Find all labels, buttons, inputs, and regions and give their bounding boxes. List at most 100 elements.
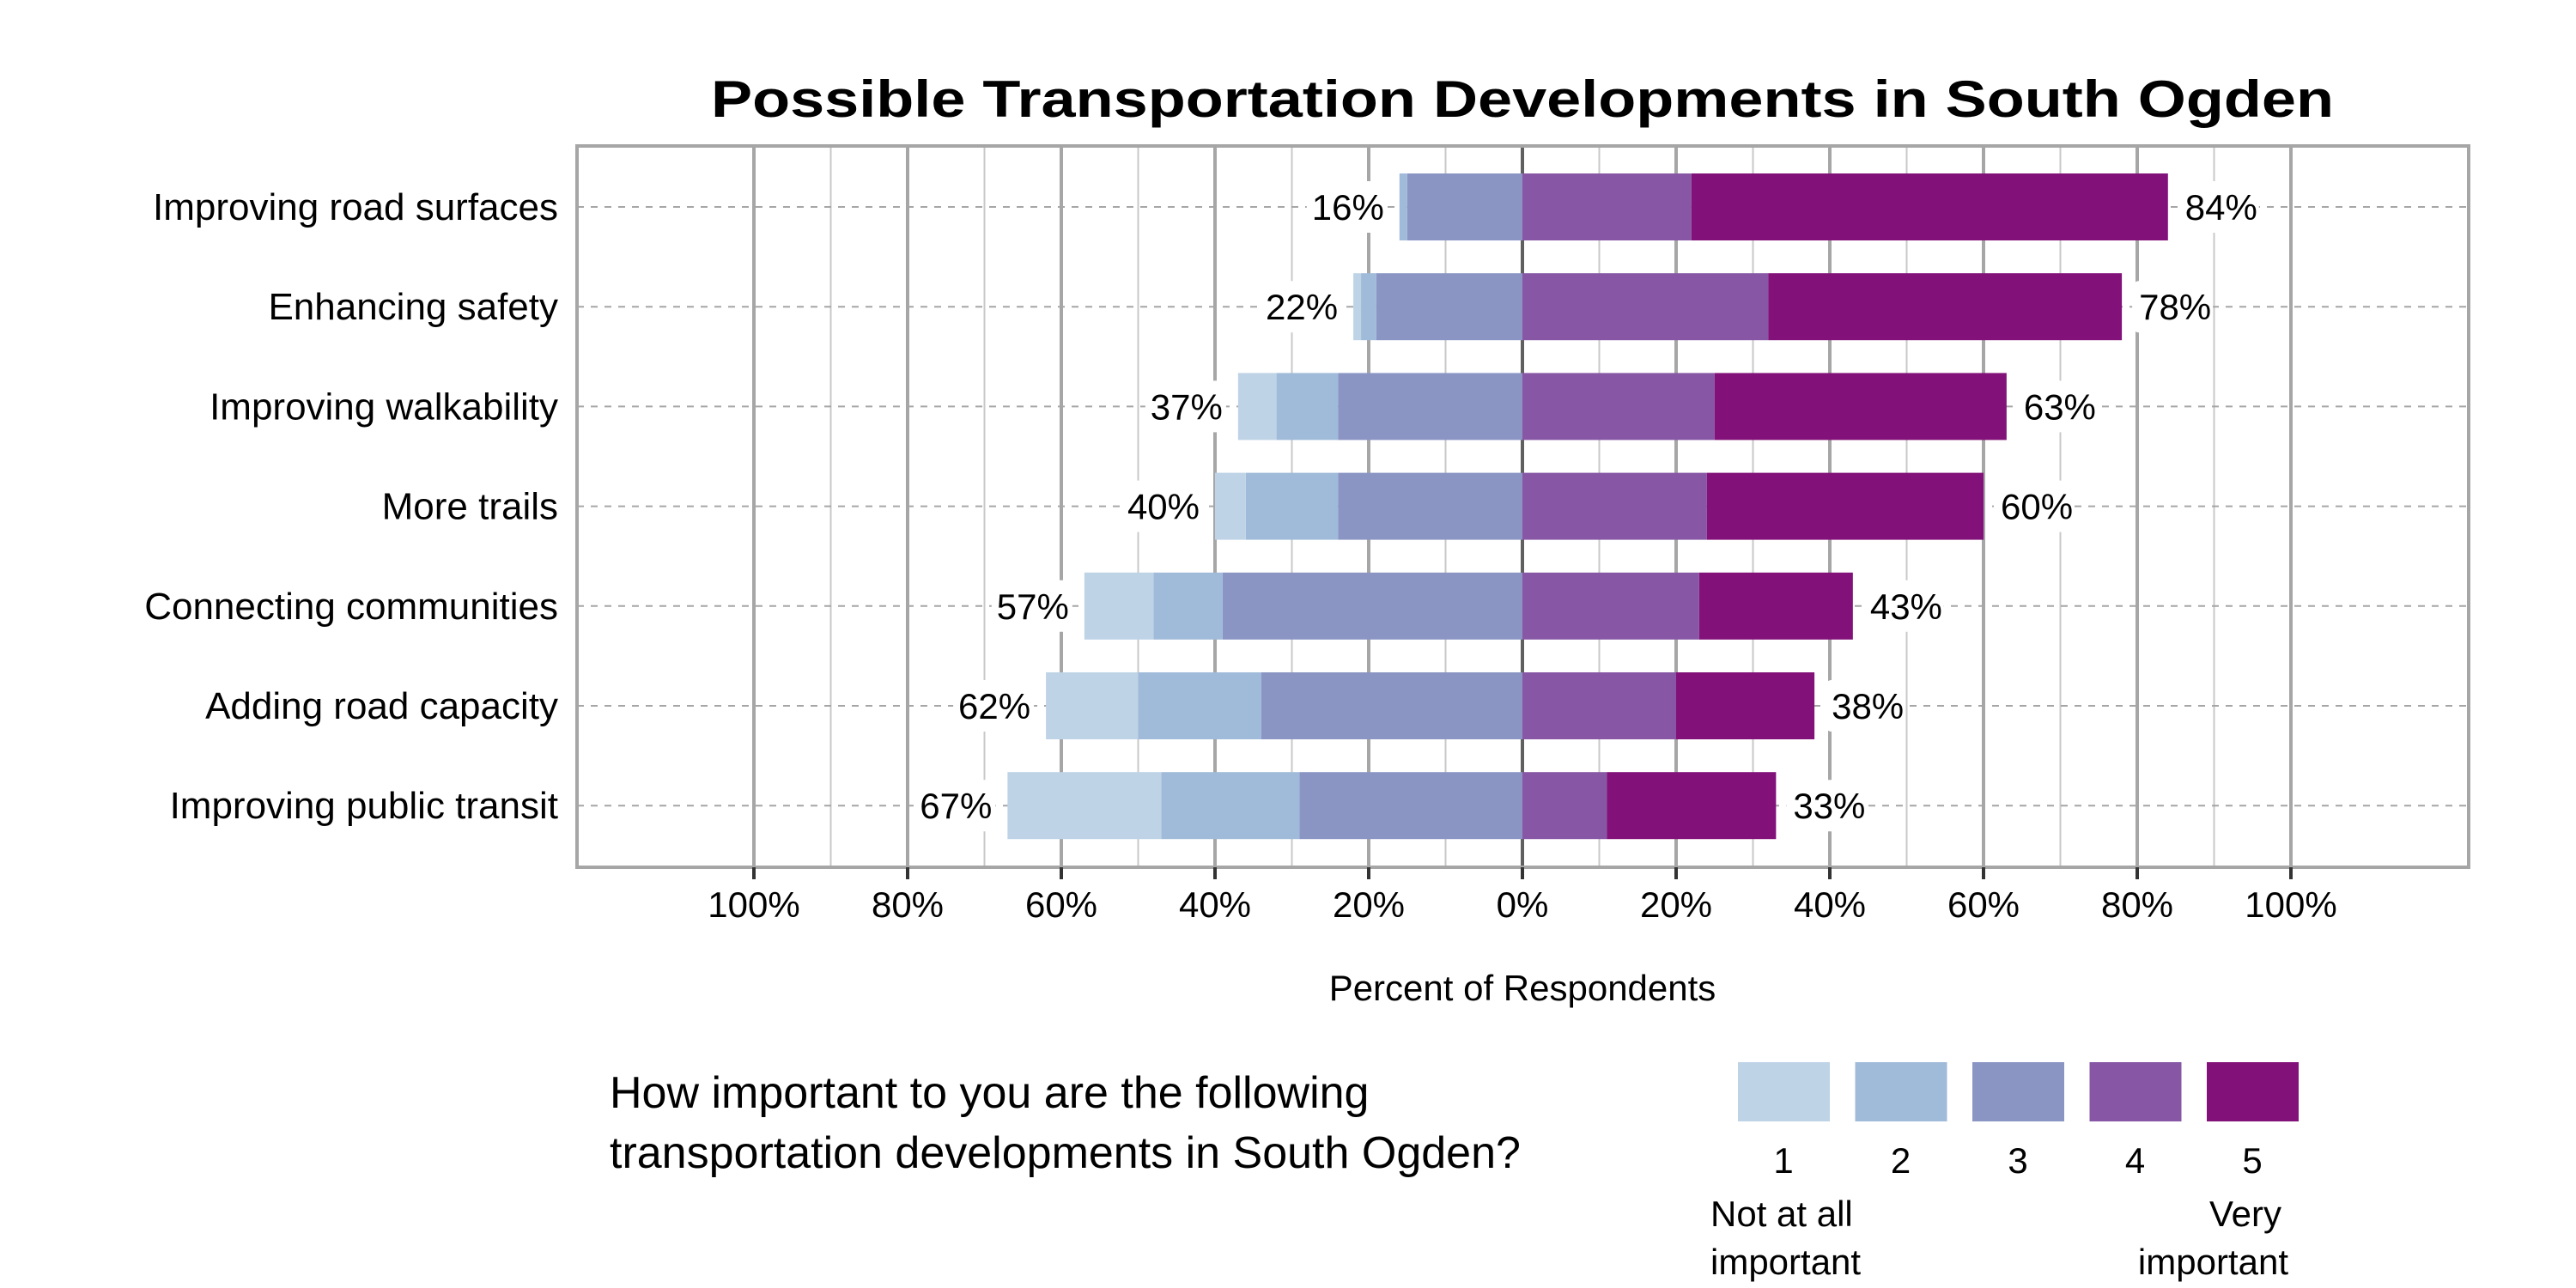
- category-label: Connecting communities: [144, 586, 558, 628]
- legend-label-4: 4: [2125, 1140, 2145, 1181]
- total-label-background: [2016, 380, 2098, 433]
- bar-segment-3: [1222, 572, 1522, 640]
- tick-label: 60%: [1947, 884, 2020, 925]
- positive-total-label: 63%: [2024, 386, 2096, 427]
- legend-low-label-2: important: [1710, 1242, 1861, 1282]
- bar-segment-2: [1245, 472, 1339, 540]
- positive-total-label: 60%: [2001, 487, 2073, 527]
- legend: How important to you are the following t…: [610, 1062, 2299, 1282]
- negative-total-label: 62%: [958, 686, 1030, 726]
- category-label: Improving public transit: [170, 785, 558, 827]
- positive-total-label: 78%: [2139, 287, 2211, 327]
- bar-segment-5: [1676, 672, 1815, 739]
- bar-segment-3: [1261, 672, 1522, 739]
- negative-total-label: 57%: [997, 586, 1069, 627]
- bars: [1007, 173, 2168, 840]
- tick-label: 100%: [2245, 884, 2336, 925]
- total-label-background: [1145, 380, 1226, 433]
- x-axis-ticks: 100% 80% 60% 40% 20% 0% 20% 40% 60% 80% 100%: [708, 867, 2337, 925]
- negative-total-label: 16%: [1312, 187, 1384, 228]
- total-labels: 16% 84% 22% 78% 37% 63% 40% 60% 57% 43% 62% 38% 67% 3…: [914, 181, 2259, 832]
- legend-swatch-5: [2207, 1062, 2299, 1121]
- negative-total-label: 40%: [1127, 487, 1200, 527]
- bar-segment-2: [1276, 373, 1339, 440]
- bar-segment-5: [1607, 772, 1777, 840]
- legend-swatch-2: [1855, 1062, 1947, 1121]
- legend-high-label-2: important: [2138, 1242, 2288, 1282]
- tick-label: 40%: [1179, 884, 1251, 925]
- legend-label-5: 5: [2242, 1140, 2262, 1181]
- tick-label: 20%: [1333, 884, 1405, 925]
- category-label: Improving road surfaces: [153, 186, 558, 228]
- bar-segment-2: [1399, 173, 1407, 240]
- total-label-background: [2132, 281, 2214, 333]
- bar-segment-5: [1768, 273, 2123, 341]
- positive-total-label: 43%: [1870, 586, 1942, 627]
- category-label: More trails: [382, 486, 558, 528]
- total-label-background: [1261, 281, 1342, 333]
- bar-segment-1: [1237, 373, 1277, 440]
- bar-segment-3: [1338, 373, 1522, 440]
- tick-label: 80%: [872, 884, 944, 925]
- tick-label: 20%: [1640, 884, 1712, 925]
- tick-label: 60%: [1025, 884, 1097, 925]
- bar-segment-5: [1691, 173, 2168, 240]
- total-label-background: [1306, 181, 1388, 233]
- category-label: Adding road capacity: [205, 685, 558, 727]
- bar-segment-3: [1299, 772, 1522, 840]
- bar-segment-4: [1522, 373, 1715, 440]
- positive-total-label: 84%: [2185, 187, 2257, 228]
- bar-segment-1: [1046, 672, 1139, 739]
- x-axis-title: Percent of Respondents: [1329, 968, 1716, 1008]
- category-label: Enhancing safety: [268, 286, 558, 328]
- bar-segment-4: [1522, 173, 1692, 240]
- bar-segment-2: [1138, 672, 1261, 739]
- total-label-background: [1786, 780, 1868, 832]
- bar-segment-4: [1522, 273, 1769, 341]
- bar-segment-5: [1714, 373, 2007, 440]
- total-label-background: [953, 680, 1035, 732]
- bar-segment-4: [1522, 772, 1607, 840]
- tick-label: 80%: [2101, 884, 2173, 925]
- tick-label: 100%: [708, 884, 799, 925]
- bar-segment-5: [1698, 572, 1853, 640]
- tick-label: 0%: [1497, 884, 1549, 925]
- positive-total-label: 33%: [1793, 786, 1865, 826]
- chart-title: Possible Transportation Developments in …: [711, 70, 2334, 128]
- legend-swatch-4: [2089, 1062, 2182, 1121]
- bar-segment-1: [1215, 472, 1246, 540]
- total-label-background: [1825, 680, 1906, 732]
- bar-segment-2: [1153, 572, 1223, 640]
- bar-segment-1: [1353, 273, 1362, 341]
- bar-segment-4: [1522, 672, 1676, 739]
- bar-segment-3: [1376, 273, 1522, 341]
- category-label: Improving walkability: [210, 386, 558, 428]
- total-label-background: [1994, 480, 2075, 532]
- bar-segment-2: [1161, 772, 1300, 840]
- legend-high-label-1: Very: [2209, 1194, 2281, 1234]
- total-label-background: [914, 780, 996, 832]
- bar-segment-3: [1406, 173, 1522, 240]
- total-label-background: [2178, 181, 2259, 233]
- category-labels: Improving road surfaces Enhancing safety I…: [144, 186, 558, 827]
- legend-question-line-2: transportation developments in South Ogd…: [610, 1128, 1521, 1178]
- negative-total-label: 67%: [920, 786, 992, 826]
- negative-total-label: 37%: [1151, 386, 1223, 427]
- legend-label-2: 2: [1891, 1140, 1911, 1181]
- negative-total-label: 22%: [1266, 287, 1338, 327]
- bar-segment-1: [1007, 772, 1162, 840]
- legend-swatch-1: [1738, 1062, 1830, 1121]
- bar-segment-4: [1522, 472, 1707, 540]
- legend-label-3: 3: [2008, 1140, 2027, 1181]
- legend-low-label-1: Not at all: [1710, 1194, 1853, 1234]
- tick-label: 40%: [1794, 884, 1866, 925]
- legend-question-line-1: How important to you are the following: [610, 1068, 1369, 1118]
- bar-segment-4: [1522, 572, 1699, 640]
- legend-swatch-3: [1972, 1062, 2064, 1121]
- bar-segment-3: [1338, 472, 1522, 540]
- bar-segment-1: [1084, 572, 1154, 640]
- total-label-background: [1862, 580, 1944, 632]
- total-label-background: [991, 580, 1072, 632]
- legend-label-1: 1: [1773, 1140, 1793, 1181]
